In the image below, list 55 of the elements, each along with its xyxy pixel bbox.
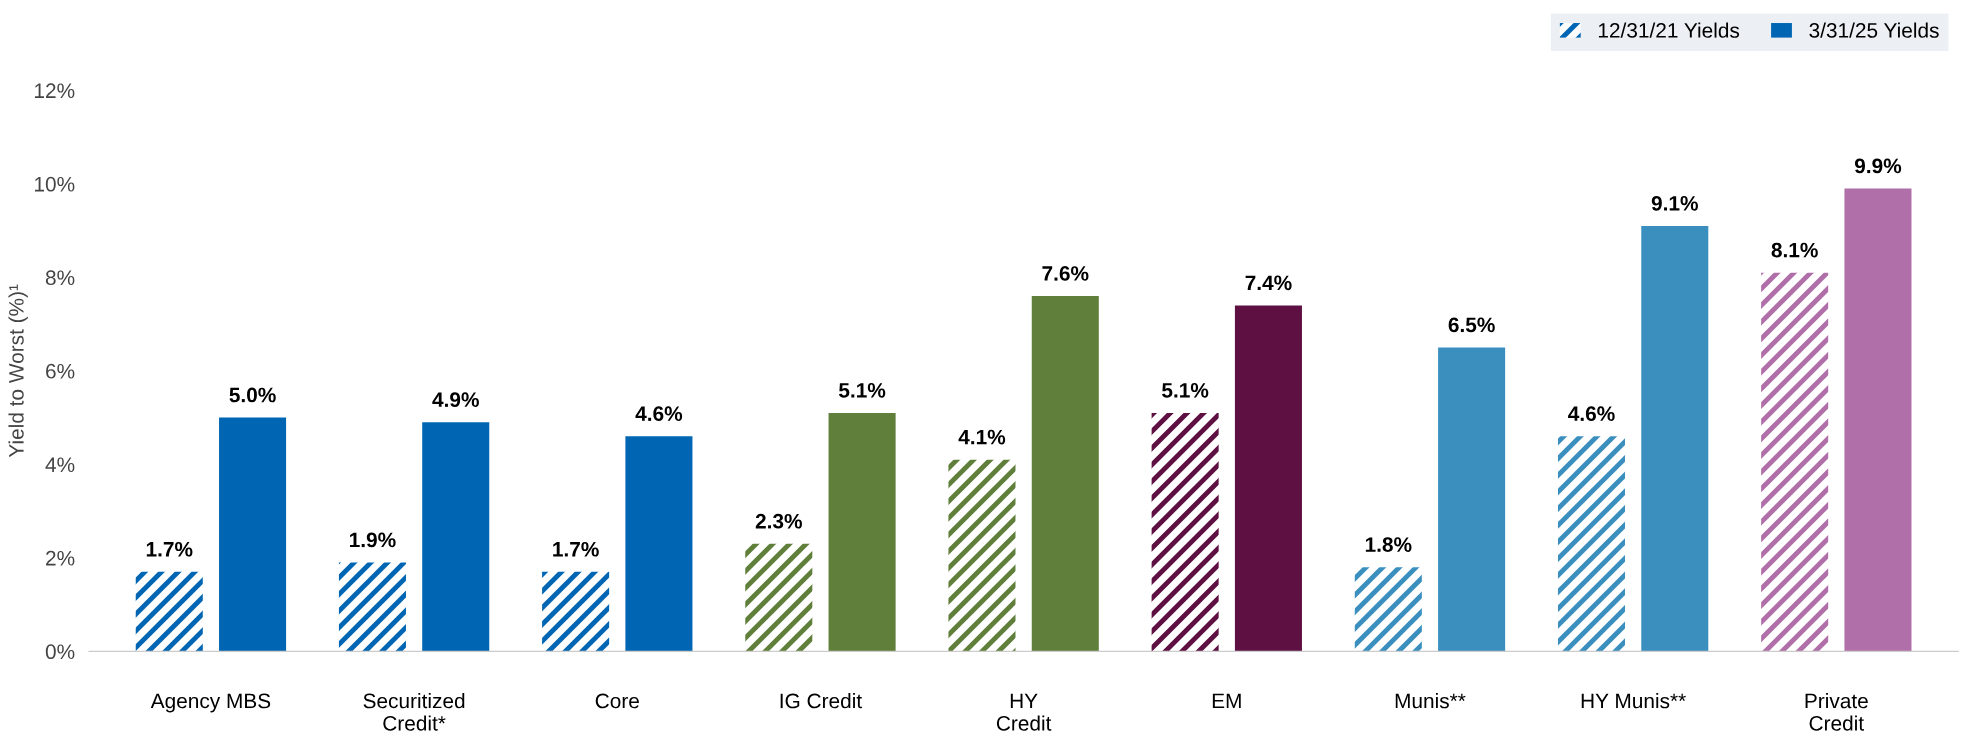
data-label: 1.7% [146,541,193,557]
bar [948,459,1016,652]
bar [828,412,896,652]
data-label: 7.6% [1042,266,1089,281]
data-label: 4.6% [1568,406,1615,422]
legend-label: 12/31/21 Yields [1598,22,1740,38]
data-label: 5.0% [229,387,276,403]
data-label: 6.5% [1448,317,1495,333]
bar [625,436,693,652]
bar [1641,225,1709,652]
x-tick-label: HY Credit [996,693,1052,731]
bar [1234,305,1302,652]
bar [338,562,406,652]
data-label: 5.1% [1162,383,1209,398]
data-label: 9.9% [1854,158,1902,174]
y-tick-label: 12% [35,83,75,99]
data-label: 4.6% [635,406,683,422]
bar [1438,347,1506,652]
bar [1151,412,1219,652]
x-tick-label: Agency MBS [150,693,271,713]
bar [1031,296,1099,652]
y-tick-label: 10% [35,176,75,192]
data-label: 1.8% [1365,537,1412,552]
x-tick-label: Core [595,693,639,709]
data-label: 1.7% [553,541,599,557]
x-tick-label: EM [1212,693,1241,709]
data-label: 4.9% [432,392,479,408]
x-tick-label: IG Credit [780,693,862,709]
data-label: 4.1% [958,429,1006,445]
bar [1557,436,1626,652]
data-label: 5.1% [838,383,886,398]
bar [542,571,610,652]
y-axis-title: Yield to Worst (%)¹ [8,284,28,458]
data-label: 8.1% [1771,242,1818,258]
data-label: 2.3% [755,513,802,529]
y-tick-label: 2% [46,550,75,566]
data-label: 9.1% [1651,195,1698,211]
bar [219,417,287,652]
bar [745,543,813,652]
y-tick-label: 6% [46,363,75,379]
data-label: 7.4% [1245,275,1292,291]
y-tick-label: 8% [45,270,75,286]
legend-label: 3/31/25 Yields [1809,22,1939,38]
data-label: 1.9% [350,532,396,548]
y-tick-label: 4% [45,457,75,473]
x-tick-label: Munis** [1395,693,1466,709]
bar [135,571,203,652]
bar [1354,567,1422,652]
x-tick-label: Private Credit [1805,693,1868,731]
bar [1844,188,1912,652]
x-tick-label: Securitized Credit* [363,693,465,731]
y-tick-label: 0% [45,644,75,660]
bar [1761,272,1829,652]
bar [422,422,490,652]
x-tick-label: HY Munis** [1581,693,1686,709]
